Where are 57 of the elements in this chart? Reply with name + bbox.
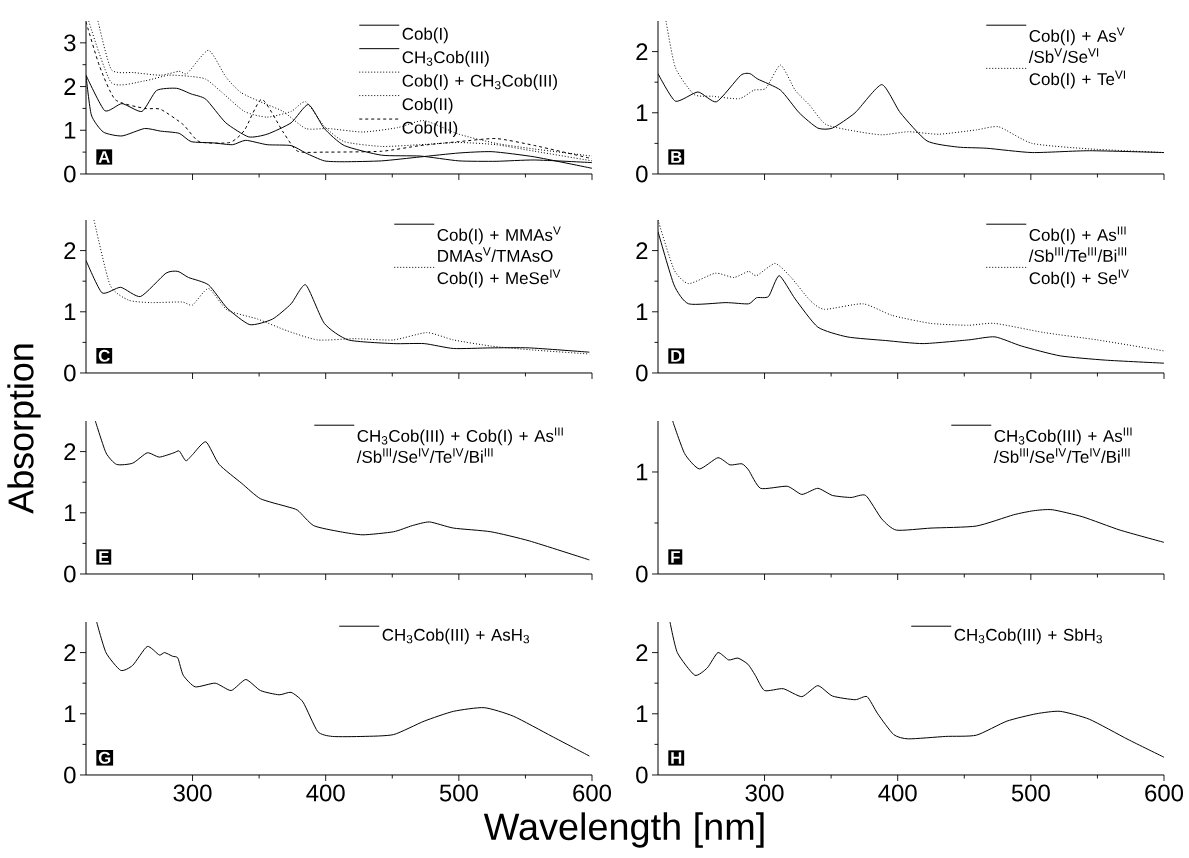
y-tick-label: 0 — [636, 565, 648, 583]
x-tick-label: 500 — [1011, 784, 1050, 802]
legend-label: CH$_{3}$Cob(III) + SbH$_{3}$ — [954, 628, 1102, 645]
y-tick-label: 2 — [64, 242, 76, 259]
x-tick-label: 400 — [306, 784, 345, 802]
y-tick-label: 0 — [64, 565, 76, 583]
x-tick-label: 400 — [878, 784, 917, 802]
y-tick-label: 0 — [636, 766, 648, 784]
y-axis-title: Absorption — [7, 344, 41, 514]
legend-label: Cob(I) + Te$^{VI}$ — [1029, 70, 1126, 89]
y-tick-label: 0 — [636, 364, 648, 382]
y-tick-label: 2 — [636, 43, 648, 60]
y-tick-label: 0 — [64, 364, 76, 382]
y-tick-label: 1 — [65, 504, 76, 522]
text: Cob(I) + As$^{V}$ /Sb$^{V}$/Se$^{VI}$ — [1028, 27, 1125, 63]
y-tick-label: 1 — [65, 303, 76, 321]
legend-label: Cob(I) + CH$_{3}$Cob(III) — [402, 74, 557, 91]
y-tick-label: 3 — [64, 34, 76, 52]
x-tick-label: 300 — [173, 784, 212, 802]
y-tick-label: 2 — [64, 644, 76, 661]
legend-label: Cob(II) — [402, 97, 453, 114]
annotation: G — [98, 751, 111, 764]
x-tick-label: 500 — [439, 784, 478, 802]
y-tick-label: 1 — [637, 463, 648, 481]
y-tick-label: 2 — [636, 242, 648, 259]
x-axis-title: Wavelength [nm] — [483, 812, 764, 848]
legend-label: Cob(I) — [402, 27, 448, 44]
y-tick-label: 0 — [636, 165, 648, 183]
annotation: A — [98, 151, 110, 163]
legend-label: CH$_{3}$Cob(III) — [402, 50, 489, 67]
annotation: H — [671, 752, 682, 764]
text: Cob(I) + As$^{III}$ /Sb$^{III}$/Te$^{III}$/Bi$^{III}$ — [1028, 226, 1127, 262]
y-tick-label: 2 — [64, 78, 76, 95]
y-tick-label: 0 — [64, 165, 76, 183]
y-tick-label: 1 — [637, 104, 648, 122]
annotation: D — [671, 350, 682, 362]
annotation: B — [671, 151, 682, 163]
legend-label: Cob(I) + MeSe$^{IV}$ — [437, 269, 561, 288]
y-tick-label: 0 — [64, 766, 76, 784]
legend-label: CH$_{3}$Cob(III) + AsH$_{3}$ — [382, 628, 530, 645]
y-tick-label: 1 — [65, 122, 76, 139]
y-tick-label: 1 — [637, 705, 648, 723]
text: Cob(I) + MMAs$^{V}$ DMAs$^{V}$/TMAsO — [437, 226, 561, 262]
y-tick-label: 1 — [637, 303, 648, 321]
x-tick-label: 600 — [573, 784, 612, 802]
annotation: F — [671, 551, 680, 563]
y-tick-label: 2 — [636, 644, 648, 661]
y-tick-label: 1 — [65, 705, 76, 723]
legend-label: Cob(III) — [402, 121, 458, 138]
x-tick-label: 300 — [745, 784, 784, 802]
annotation: E — [99, 551, 109, 563]
x-tick-label: 600 — [1145, 784, 1184, 802]
legend-label: Cob(I) + Se$^{IV}$ — [1029, 269, 1129, 288]
y-tick-label: 2 — [64, 443, 76, 460]
annotation: C — [98, 349, 110, 362]
text: CH$_{3}$Cob(III) + As$^{III}$ /Sb$^{III}$/Se$^{IV}$/Te$^{IV}$/Bi$^{III}$ — [993, 427, 1132, 463]
text: CH$_{3}$Cob(III) + Cob(I) + As$^{III}$ /Sb$^{III}$/Se$^{IV}$/Te$^{IV}$/Bi$^{III}$ — [356, 427, 563, 463]
